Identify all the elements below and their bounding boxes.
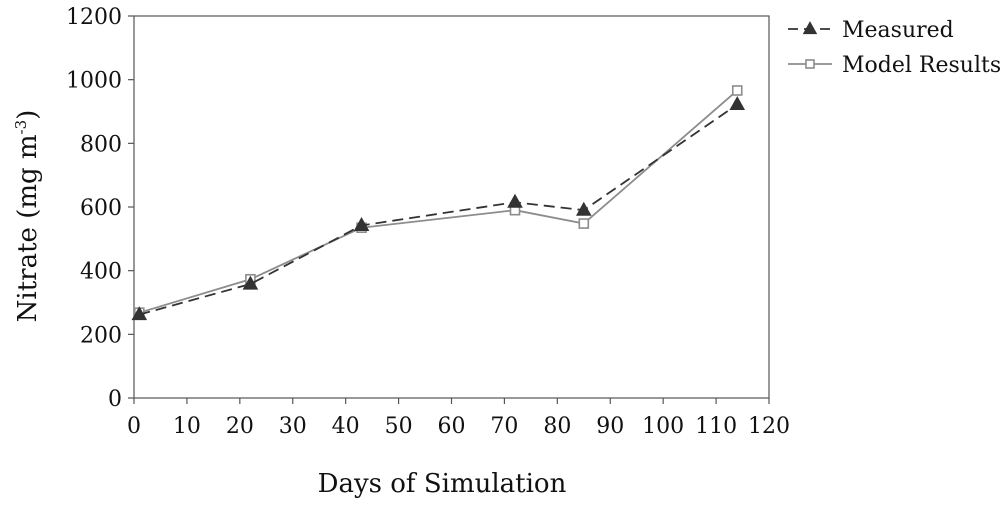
legend-marker bbox=[805, 59, 815, 69]
legend-item: Model Results bbox=[788, 53, 1000, 78]
series-line bbox=[139, 89, 738, 314]
legend-item: Measured bbox=[788, 18, 954, 43]
y-axis-title: Nitrate (mg m-3) bbox=[12, 110, 43, 323]
series-model-results bbox=[133, 85, 743, 318]
legend: Measured Model Results bbox=[788, 18, 1000, 78]
data-point bbox=[729, 96, 746, 111]
y-tick-label: 800 bbox=[80, 132, 122, 157]
data-point bbox=[578, 218, 590, 229]
x-tick-label: 40 bbox=[332, 414, 360, 439]
x-tick-label: 10 bbox=[173, 414, 201, 439]
x-tick-label: 100 bbox=[642, 414, 684, 439]
data-point bbox=[731, 85, 743, 96]
y-tick-label: 200 bbox=[80, 323, 122, 348]
plot-frame bbox=[133, 15, 770, 399]
legend-label: Measured bbox=[842, 18, 954, 43]
x-tick-label: 0 bbox=[127, 414, 141, 439]
plot-area bbox=[133, 15, 770, 399]
legend-marker bbox=[802, 21, 818, 35]
x-tick-label: 110 bbox=[695, 414, 737, 439]
y-axis-ticks: 0 200 400 600 800 1000 1200 bbox=[66, 5, 134, 412]
x-tick-label: 80 bbox=[543, 414, 571, 439]
x-axis-title: Days of Simulation bbox=[318, 469, 567, 499]
x-tick-label: 60 bbox=[438, 414, 466, 439]
data-point bbox=[131, 306, 148, 321]
data-point bbox=[575, 201, 592, 216]
x-tick-label: 20 bbox=[226, 414, 254, 439]
y-tick-label: 400 bbox=[80, 260, 122, 285]
x-tick-label: 90 bbox=[596, 414, 624, 439]
data-point bbox=[507, 193, 523, 208]
data-point bbox=[353, 216, 370, 232]
series-layer bbox=[131, 85, 746, 321]
x-tick-label: 120 bbox=[748, 414, 790, 439]
y-tick-label: 1000 bbox=[66, 69, 122, 94]
series-line bbox=[139, 103, 738, 316]
legend-label: Model Results bbox=[842, 53, 1000, 78]
x-tick-label: 30 bbox=[279, 414, 307, 439]
series-measured bbox=[131, 96, 746, 321]
x-axis-ticks: 0 10 20 30 40 50 60 70 80 90 100 110 120 bbox=[127, 398, 790, 439]
y-tick-label: 600 bbox=[80, 196, 122, 221]
y-tick-label: 0 bbox=[108, 387, 122, 412]
x-tick-label: 50 bbox=[385, 414, 413, 439]
data-point bbox=[242, 275, 259, 290]
x-tick-label: 70 bbox=[490, 414, 518, 439]
y-tick-label: 1200 bbox=[66, 5, 122, 30]
